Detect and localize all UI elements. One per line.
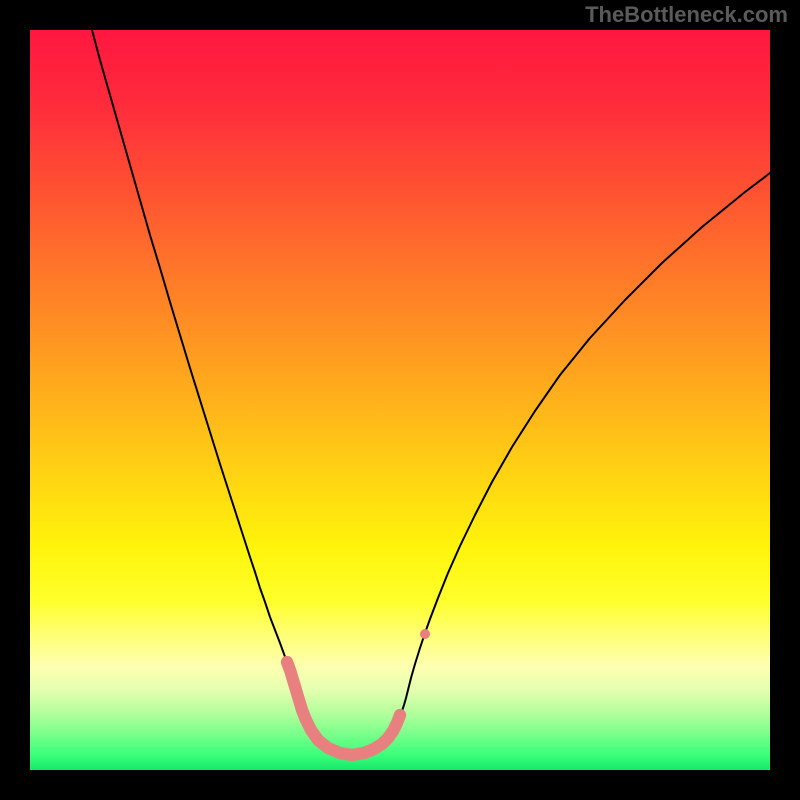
marker-dot: [420, 629, 430, 639]
plot-area: [30, 30, 770, 770]
bottleneck-curve: [92, 30, 770, 755]
chart-container: TheBottleneck.com: [0, 0, 800, 800]
curve-overlay: [30, 30, 770, 770]
watermark-text: TheBottleneck.com: [585, 2, 788, 28]
marker-run: [287, 662, 400, 755]
